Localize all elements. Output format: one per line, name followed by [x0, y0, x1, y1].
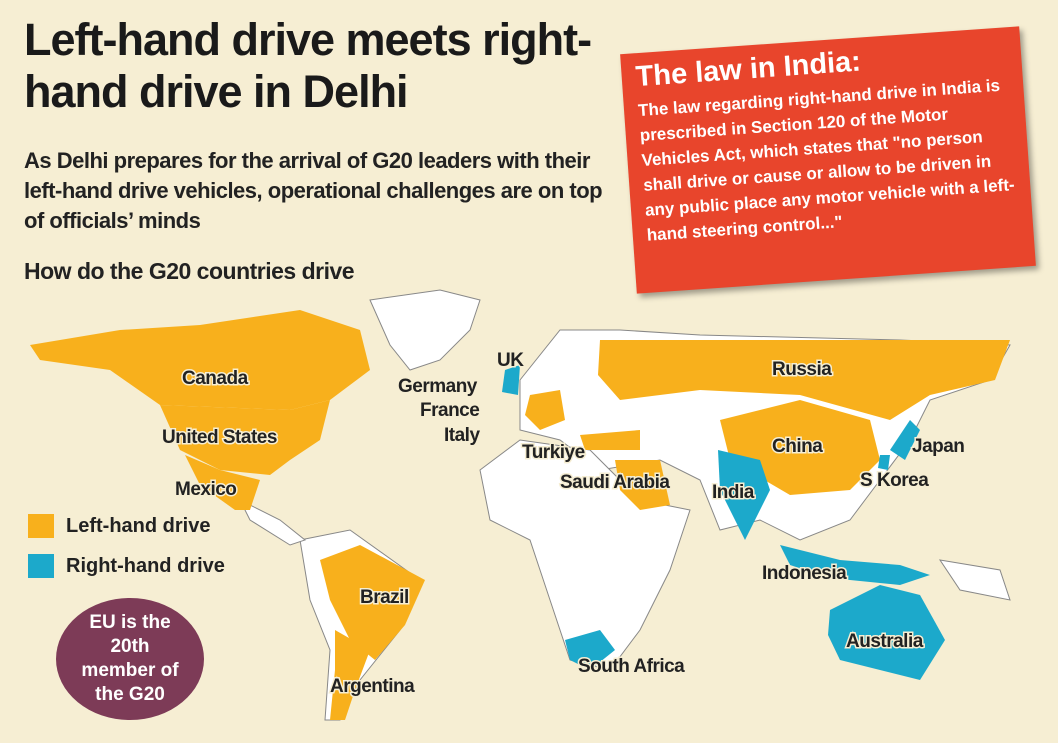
country-label: South Africa: [578, 656, 685, 677]
country-label: S Korea: [860, 470, 929, 491]
country-labels: Canada United States Mexico Brazil Argentina…: [161, 349, 967, 699]
country-label: Italy: [444, 425, 480, 446]
section-heading: How do the G20 countries drive: [24, 258, 355, 284]
badge: EU is the 20th member of the G20: [56, 598, 204, 720]
country-shape: [30, 310, 370, 410]
legend-swatch: [28, 514, 54, 538]
legend-label: Right-hand drive: [66, 554, 225, 577]
country-shape: [185, 455, 260, 510]
country-shape: [878, 455, 890, 470]
legend-item: Right-hand drive: [28, 554, 225, 578]
country-label: France: [420, 400, 479, 421]
landmass: [238, 498, 307, 546]
country-shape: [718, 450, 770, 540]
country-label: India: [712, 482, 755, 503]
country-label: Argentina: [330, 676, 415, 697]
title: Left-hand drive meets right-hand drive i…: [24, 14, 592, 117]
country-shape: [890, 420, 920, 460]
country-shape: [160, 400, 330, 475]
country-label: Brazil: [360, 587, 409, 608]
legend-swatch: [28, 554, 54, 578]
country-label: UK: [497, 350, 524, 371]
country-shape: [598, 340, 1010, 420]
country-shape: [320, 545, 425, 660]
country-label: Germany: [398, 376, 478, 397]
country-shape: [580, 430, 640, 450]
country-shape: [502, 365, 520, 395]
country-label: Russia: [772, 359, 832, 380]
country-shape: [828, 585, 945, 680]
subtitle: As Delhi prepares for the arrival of G20…: [24, 148, 603, 233]
country-label: China: [772, 436, 823, 457]
rhd-regions: [502, 365, 945, 680]
country-label: Saudi Arabia: [560, 472, 670, 493]
country-shape: [780, 545, 930, 585]
country-shape: [330, 630, 370, 720]
note-body: The law regarding right-hand drive in In…: [637, 75, 1016, 245]
legend-item: Left-hand drive: [28, 514, 210, 538]
country-shape: [565, 630, 615, 670]
country-label: Japan: [912, 436, 964, 457]
lhd-regions: [30, 310, 1010, 720]
country-label: Indonesia: [762, 563, 847, 584]
country-label: Turkiye: [522, 442, 585, 463]
country-label: Canada: [182, 368, 249, 389]
legend-label: Left-hand drive: [66, 514, 211, 537]
country-label: United States: [162, 427, 277, 448]
country-shape: [525, 390, 565, 430]
landmass: [938, 559, 1011, 601]
country-shape: [615, 460, 670, 510]
note-box: The law in India: The law regarding righ…: [620, 26, 1036, 294]
country-label: Mexico: [175, 479, 236, 500]
landmass: [369, 289, 481, 371]
country-label: Australia: [846, 631, 924, 652]
